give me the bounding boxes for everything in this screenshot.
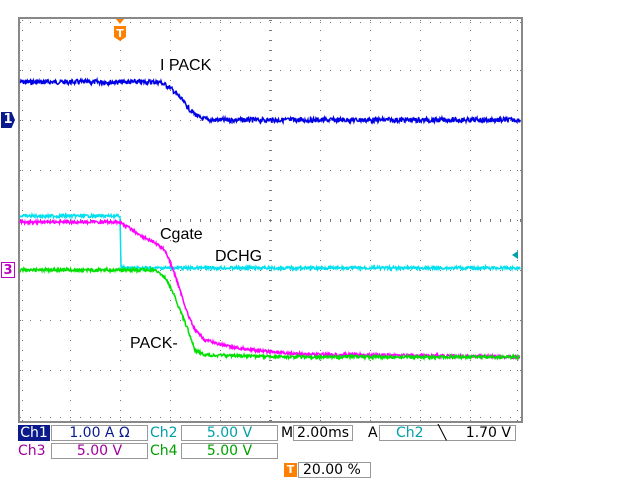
m-label: M [281, 425, 294, 441]
traces [19, 76, 521, 362]
trace-ch4 [19, 265, 521, 362]
ch3-ground-marker[interactable]: 3 [1, 262, 15, 278]
annotation-pack: PACK- [130, 335, 178, 352]
trigger-level-icon[interactable] [512, 251, 518, 259]
falling-edge-icon: ╲ [438, 425, 447, 441]
ch4-scale[interactable]: 5.00 V [181, 443, 278, 459]
ch4-label[interactable]: Ch4 [150, 443, 178, 459]
annotation-ipack: I PACK [160, 57, 212, 74]
ch1-ground-marker[interactable]: 1 [1, 112, 15, 128]
ch3-label[interactable]: Ch3 [18, 443, 46, 459]
ch1-scale[interactable]: 1.00 A Ω [51, 425, 148, 441]
trigger-settings[interactable]: Ch2 ╲ 1.70 V [379, 425, 516, 441]
trigger-position-badge-icon: T [284, 463, 297, 477]
trigger-position-icon[interactable]: T [114, 19, 126, 41]
trace-ch1 [19, 76, 521, 126]
trace-ch3 [19, 217, 521, 361]
graticule-frame [18, 17, 523, 423]
annotation-dchg: DCHG [215, 248, 263, 265]
a-label: A [368, 425, 378, 441]
svg-text:T: T [116, 27, 124, 40]
ch2-scale[interactable]: 5.00 V [181, 425, 278, 441]
trigger-source: Ch2 [396, 425, 424, 441]
ch3-scale[interactable]: 5.00 V [51, 443, 148, 459]
trace-ch2 [19, 211, 521, 273]
trigger-position[interactable]: 20.00 % [298, 462, 371, 478]
ch1-label[interactable]: Ch1 [18, 425, 50, 441]
trigger-level: 1.70 V [465, 425, 511, 441]
ch2-label[interactable]: Ch2 [150, 425, 178, 441]
timebase[interactable]: 2.00ms [293, 425, 353, 441]
annotation-cgate: Cgate [160, 226, 203, 243]
